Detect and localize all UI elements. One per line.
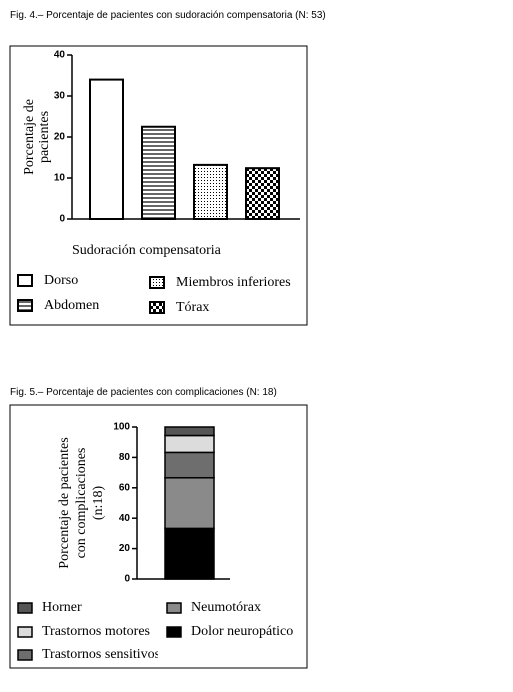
legend-swatch [17, 626, 33, 638]
y-tick-label: 20 [54, 132, 66, 143]
legend-label: Miembros inferiores [176, 275, 291, 290]
frame [9, 404, 308, 669]
y-tick-label: 60 [119, 482, 131, 493]
legend-swatch [17, 649, 33, 661]
y-axis-label: Porcentaje de [22, 99, 37, 175]
legend-swatch [17, 602, 33, 614]
bar [193, 163, 228, 221]
bar-segment [164, 527, 215, 580]
legend-label: Dolor neuropático [191, 624, 293, 639]
y-tick-label: 20 [119, 543, 131, 554]
legend-swatch [166, 626, 182, 638]
bar-segment [164, 451, 215, 479]
y-axis-label: pacientes [37, 111, 52, 163]
legend-swatch [17, 299, 33, 312]
bar [141, 125, 176, 220]
legend-swatch [166, 602, 182, 614]
y-tick-label: 80 [119, 452, 131, 463]
x-axis-label: Sudoración compensatoria [72, 243, 222, 258]
figure-caption: Fig. 5.– Porcentaje de pacientes con com… [10, 387, 277, 398]
legend-swatch [149, 276, 165, 289]
legend-swatch [17, 274, 33, 287]
y-axis-label: con complicaciones [74, 448, 89, 559]
legend-swatch [149, 301, 165, 314]
y-tick-label: 100 [113, 422, 130, 433]
bar [89, 78, 124, 220]
y-tick-label: 40 [119, 513, 131, 524]
legend-label: Neumotórax [191, 600, 261, 615]
legend-label: Tórax [176, 300, 209, 315]
legend-label: Trastornos sensitivos [42, 647, 160, 662]
legend-label: Dorso [44, 273, 78, 288]
y-tick-label: 0 [59, 214, 65, 225]
legend-label: Horner [42, 600, 82, 615]
y-tick-label: 10 [54, 173, 66, 184]
legend-label: Trastornos motores [42, 624, 150, 639]
y-axis-label: Porcentaje de pacientes [57, 437, 72, 568]
y-tick-label: 40 [54, 50, 66, 61]
bar-segment [164, 434, 215, 454]
bar-segment [164, 426, 215, 437]
bar [245, 167, 280, 221]
y-tick-label: 30 [54, 91, 66, 102]
bar-segment [164, 477, 215, 530]
y-axis-label: (n:18) [91, 486, 106, 521]
frame [9, 45, 308, 326]
figure-caption: Fig. 4.– Porcentaje de pacientes con sud… [10, 10, 326, 21]
y-tick-label: 0 [124, 574, 130, 585]
legend-label: Abdomen [44, 298, 99, 313]
